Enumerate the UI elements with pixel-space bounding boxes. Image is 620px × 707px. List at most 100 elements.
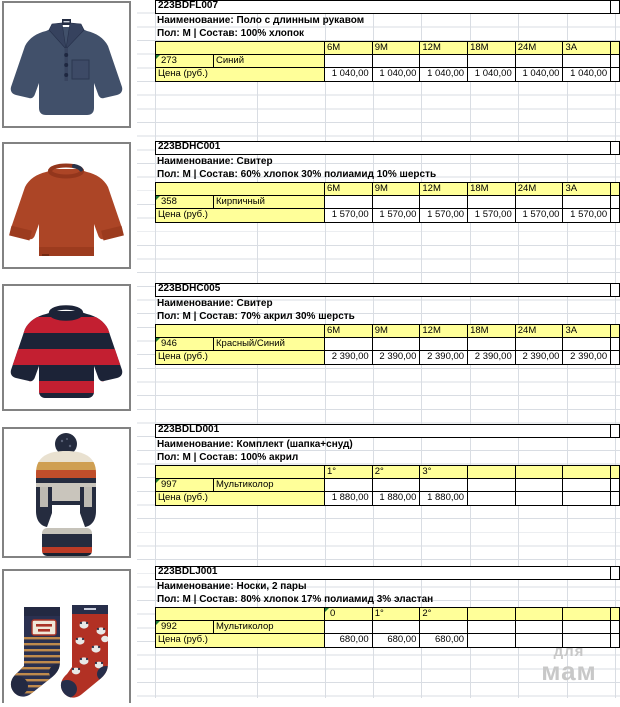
empty-cell[interactable] — [420, 479, 469, 492]
size-cell[interactable] — [563, 607, 612, 621]
empty-cell[interactable] — [420, 55, 469, 68]
product-photo-brick-sweater[interactable] — [2, 142, 131, 269]
size-cell[interactable]: 6M — [325, 182, 373, 196]
size-header-spacer[interactable] — [155, 182, 325, 196]
empty-cell[interactable] — [468, 338, 516, 351]
article-code-cell[interactable]: 223BDLJ001 — [155, 566, 620, 580]
price-label-cell[interactable]: Цена (руб.) — [155, 351, 325, 365]
empty-cell[interactable] — [563, 55, 612, 68]
price-cell[interactable]: 1 880,00 — [372, 492, 421, 506]
price-cell[interactable]: 1 570,00 — [420, 209, 469, 223]
empty-cell[interactable] — [468, 196, 516, 209]
price-cell[interactable] — [515, 634, 564, 648]
empty-cell[interactable] — [372, 479, 421, 492]
empty-cell-partial[interactable] — [611, 479, 620, 492]
empty-cell-partial[interactable] — [611, 351, 620, 365]
size-cell[interactable]: 12M — [420, 182, 469, 196]
size-cell-partial[interactable] — [611, 182, 620, 196]
price-cell[interactable]: 2 390,00 — [563, 351, 612, 365]
price-cell[interactable] — [563, 634, 612, 648]
empty-cell-partial[interactable] — [611, 492, 620, 506]
product-name-cell[interactable]: Наименование: Свитер — [157, 298, 273, 309]
empty-cell[interactable] — [420, 196, 469, 209]
size-cell[interactable]: 9M — [372, 41, 421, 55]
size-cell[interactable]: 18M — [468, 41, 516, 55]
gender-composition-cell[interactable]: Пол: M | Состав: 100% акрил — [157, 452, 299, 463]
price-cell[interactable]: 1 880,00 — [420, 492, 469, 506]
size-cell-partial[interactable] — [611, 41, 620, 55]
empty-cell-partial[interactable] — [611, 68, 620, 82]
price-cell[interactable]: 2 390,00 — [372, 351, 421, 365]
empty-cell[interactable] — [515, 479, 564, 492]
size-cell[interactable]: 12M — [420, 324, 469, 338]
color-code-cell[interactable]: 358 — [155, 196, 214, 209]
price-label-cell[interactable]: Цена (руб.) — [155, 634, 325, 648]
price-label-cell[interactable]: Цена (руб.) — [155, 68, 325, 82]
empty-cell[interactable] — [468, 479, 516, 492]
size-cell[interactable]: 18M — [468, 324, 516, 338]
article-code-cell[interactable]: 223BDHC005 — [155, 283, 620, 297]
size-header-spacer[interactable] — [155, 41, 325, 55]
empty-cell[interactable] — [468, 621, 516, 634]
empty-cell[interactable] — [515, 55, 564, 68]
empty-cell[interactable] — [420, 338, 469, 351]
gender-composition-cell[interactable]: Пол: M | Состав: 80% хлопок 17% полиамид… — [157, 594, 434, 605]
color-name-cell[interactable]: Синий — [214, 55, 325, 68]
price-cell[interactable]: 680,00 — [325, 634, 373, 648]
size-cell[interactable]: 24M — [515, 41, 564, 55]
size-cell[interactable] — [563, 465, 612, 479]
empty-cell[interactable] — [372, 338, 421, 351]
product-name-cell[interactable]: Наименование: Носки, 2 пары — [157, 581, 307, 592]
size-cell[interactable]: 24M — [515, 182, 564, 196]
size-cell[interactable]: 1° — [325, 465, 373, 479]
size-cell[interactable]: 3A — [563, 41, 612, 55]
price-cell[interactable]: 680,00 — [420, 634, 469, 648]
price-cell[interactable] — [563, 492, 612, 506]
empty-cell-partial[interactable] — [611, 55, 620, 68]
size-cell[interactable]: 2° — [420, 607, 469, 621]
empty-cell[interactable] — [563, 621, 612, 634]
size-cell-partial[interactable] — [611, 465, 620, 479]
color-name-cell[interactable]: Мультиколор — [214, 479, 325, 492]
empty-cell[interactable] — [325, 621, 373, 634]
empty-cell[interactable] — [515, 196, 564, 209]
size-cell[interactable]: 6M — [325, 41, 373, 55]
price-cell[interactable]: 1 570,00 — [468, 209, 516, 223]
empty-cell[interactable] — [515, 621, 564, 634]
size-cell[interactable]: 3A — [563, 182, 612, 196]
size-cell[interactable] — [468, 465, 516, 479]
size-cell[interactable]: 2° — [372, 465, 421, 479]
price-cell[interactable]: 1 040,00 — [420, 68, 469, 82]
empty-cell[interactable] — [372, 621, 421, 634]
price-cell[interactable]: 680,00 — [372, 634, 421, 648]
product-name-cell[interactable]: Наименование: Комплект (шапка+снуд) — [157, 439, 353, 450]
price-label-cell[interactable]: Цена (руб.) — [155, 492, 325, 506]
empty-cell-partial[interactable] — [611, 621, 620, 634]
empty-cell[interactable] — [563, 196, 612, 209]
price-cell[interactable]: 1 570,00 — [515, 209, 564, 223]
product-photo-striped-sweater[interactable] — [2, 284, 131, 411]
product-photo-polo[interactable] — [2, 1, 131, 128]
size-cell[interactable]: 3A — [563, 324, 612, 338]
empty-cell[interactable] — [420, 621, 469, 634]
price-cell[interactable]: 2 390,00 — [468, 351, 516, 365]
size-cell-partial[interactable] — [611, 324, 620, 338]
empty-cell[interactable] — [515, 338, 564, 351]
size-cell[interactable] — [515, 607, 564, 621]
size-header-spacer[interactable] — [155, 324, 325, 338]
color-code-cell[interactable]: 997 — [155, 479, 214, 492]
empty-cell-partial[interactable] — [611, 338, 620, 351]
size-cell[interactable]: 1° — [372, 607, 421, 621]
gender-composition-cell[interactable]: Пол: M | Состав: 70% акрил 30% шерсть — [157, 311, 355, 322]
price-cell[interactable] — [515, 492, 564, 506]
price-cell[interactable]: 1 570,00 — [372, 209, 421, 223]
size-cell[interactable]: 6M — [325, 324, 373, 338]
product-photo-socks[interactable] — [2, 569, 131, 703]
size-cell[interactable] — [515, 465, 564, 479]
empty-cell[interactable] — [325, 196, 373, 209]
price-cell[interactable]: 1 570,00 — [325, 209, 373, 223]
price-cell[interactable]: 1 570,00 — [563, 209, 612, 223]
price-cell[interactable] — [468, 492, 516, 506]
empty-cell[interactable] — [372, 196, 421, 209]
article-code-cell[interactable]: 223BDLD001 — [155, 424, 620, 438]
